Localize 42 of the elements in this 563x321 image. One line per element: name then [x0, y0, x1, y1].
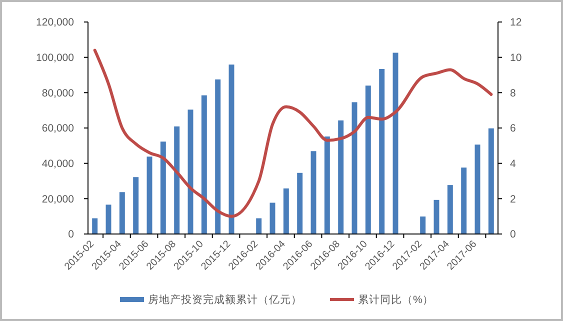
- bar: [310, 151, 316, 234]
- legend-label: 累计同比（%）: [358, 293, 434, 306]
- bar: [201, 95, 207, 234]
- bar: [420, 216, 426, 234]
- bar: [338, 120, 344, 234]
- y2-tick-label: 2: [510, 193, 516, 206]
- y-tick-label: 0: [68, 228, 74, 241]
- bar: [270, 202, 276, 234]
- bar: [228, 64, 234, 234]
- y-tick-label: 20,000: [42, 193, 74, 206]
- bar: [474, 144, 480, 234]
- line-series: [93, 48, 493, 218]
- bar: [488, 128, 494, 234]
- y2-tick-label: 8: [510, 87, 516, 100]
- y-tick-label: 100,000: [36, 52, 74, 64]
- bar: [324, 136, 330, 234]
- bar: [215, 79, 221, 234]
- y-tick-label: 60,000: [42, 122, 74, 135]
- bar: [283, 188, 289, 234]
- y2-tick-label: 10: [510, 52, 522, 64]
- y-tick-label: 40,000: [42, 158, 74, 170]
- bar: [92, 218, 98, 234]
- bar: [297, 172, 303, 234]
- bar: [365, 86, 371, 234]
- bar: [434, 200, 440, 234]
- legend-label: 房地产投资完成额累计（亿元）: [148, 293, 302, 306]
- bar: [106, 204, 112, 234]
- bar: [379, 68, 385, 234]
- bar: [160, 142, 166, 234]
- bar: [461, 168, 467, 234]
- bar: [256, 218, 262, 234]
- y2-tick-label: 6: [510, 122, 516, 135]
- bar: [146, 156, 152, 234]
- y-tick-label: 120,000: [36, 16, 74, 29]
- y2-tick-label: 12: [510, 16, 522, 29]
- bar: [119, 192, 125, 234]
- y2-tick-label: 4: [510, 158, 516, 170]
- bar: [174, 126, 180, 234]
- bar: [133, 177, 139, 234]
- y2-tick-label: 0: [510, 228, 516, 241]
- y-tick-label: 80,000: [42, 87, 74, 100]
- bar: [447, 185, 453, 234]
